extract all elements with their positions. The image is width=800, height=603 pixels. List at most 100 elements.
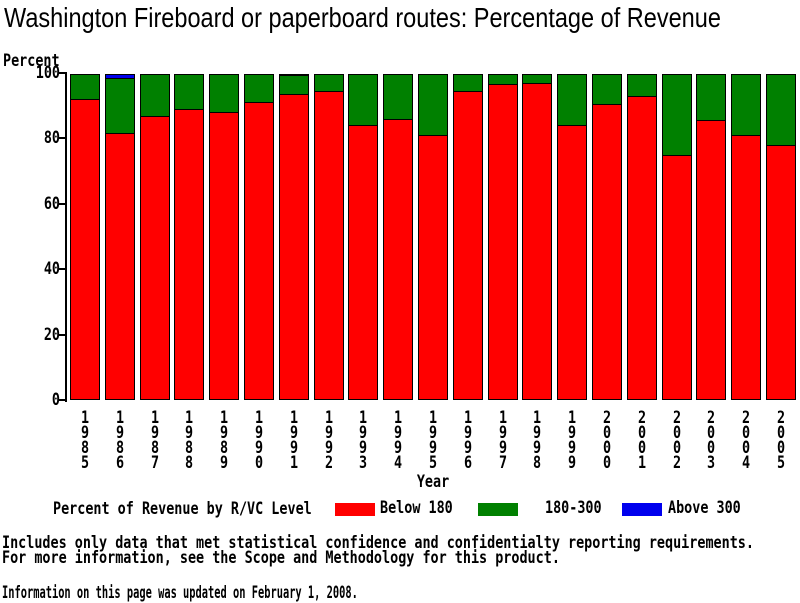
segment-180-300: [452, 74, 483, 92]
segment-below-180: [243, 102, 274, 400]
segment-180-300: [174, 74, 205, 110]
bars: [70, 73, 796, 400]
y-tick-label: 80: [43, 128, 60, 149]
segment-180-300: [731, 74, 762, 136]
x-axis-title: Year: [416, 472, 450, 492]
updated-line: Information on this page was updated on …: [2, 583, 358, 603]
segment-180-300: [696, 74, 727, 121]
segment-180-300: [765, 74, 796, 146]
bar-1999: [557, 74, 588, 400]
segment-below-180: [348, 125, 379, 400]
bar-1998: [522, 74, 553, 400]
segment-below-180: [557, 125, 588, 400]
bar-1993: [348, 74, 379, 400]
segment-below-180: [765, 145, 796, 400]
bar-2004: [731, 74, 762, 400]
segment-180-300: [209, 74, 240, 113]
segment-below-180: [70, 99, 100, 400]
bar-2000: [591, 74, 622, 400]
segment-below-180: [731, 135, 762, 400]
segment-below-180: [661, 155, 692, 400]
chart-title: Washington Fireboard or paperboard route…: [4, 2, 721, 33]
bar-1987: [139, 74, 170, 400]
segment-below-180: [522, 83, 553, 400]
segment-below-180: [278, 94, 309, 400]
segment-180-300: [278, 75, 309, 95]
footnote-line-1: Includes only data that met statistical …: [2, 533, 754, 553]
bar-2003: [696, 74, 727, 400]
segment-180-300: [243, 74, 274, 103]
segment-below-180: [626, 96, 657, 400]
bar-2001: [626, 74, 657, 400]
legend-swatch-below-180: [335, 503, 375, 516]
y-tick-label: 0: [51, 390, 60, 410]
y-axis-title: Percent: [3, 51, 60, 71]
legend-swatch-above-300: [622, 503, 662, 516]
bar-2002: [661, 74, 692, 400]
segment-180-300: [383, 74, 414, 120]
legend-label-below-180: Below 180: [380, 498, 453, 518]
segment-below-180: [417, 135, 448, 400]
segment-below-180: [591, 104, 622, 400]
legend-label-above-300: Above 300: [668, 498, 741, 518]
bar-2005: [765, 74, 796, 400]
segment-below-180: [452, 91, 483, 400]
segment-180-300: [313, 74, 344, 92]
bar-1985: [70, 74, 100, 400]
segment-below-180: [383, 119, 414, 400]
bar-1990: [243, 74, 274, 400]
segment-180-300: [626, 74, 657, 97]
legend-swatch-180-300: [478, 503, 518, 516]
segment-180-300: [591, 74, 622, 105]
segment-below-180: [139, 116, 170, 400]
bar-1994: [383, 74, 414, 400]
bar-1997: [487, 74, 518, 400]
bar-1986: [104, 74, 135, 400]
segment-below-180: [696, 120, 727, 400]
segment-below-180: [487, 84, 518, 400]
legend-label-180-300: 180-300: [545, 498, 602, 518]
bar-1996: [452, 74, 483, 400]
bar-1989: [209, 74, 240, 400]
segment-180-300: [104, 78, 135, 134]
segment-180-300: [661, 74, 692, 156]
bar-1995: [417, 74, 448, 400]
segment-below-180: [313, 91, 344, 400]
segment-below-180: [174, 109, 205, 400]
segment-below-180: [209, 112, 240, 400]
segment-180-300: [417, 74, 448, 136]
bar-1992: [313, 74, 344, 400]
y-tick-label: 60: [43, 193, 60, 214]
bar-1991: [278, 74, 309, 400]
segment-below-180: [104, 133, 135, 400]
segment-180-300: [70, 74, 100, 100]
y-axis-line: [65, 72, 67, 402]
legend-title: Percent of Revenue by R/VC Level: [53, 499, 312, 519]
y-tick-label: 20: [43, 324, 60, 345]
y-tick-label: 40: [43, 259, 60, 280]
segment-180-300: [557, 74, 588, 126]
footnote-line-2: For more information, see the Scope and …: [2, 548, 560, 568]
